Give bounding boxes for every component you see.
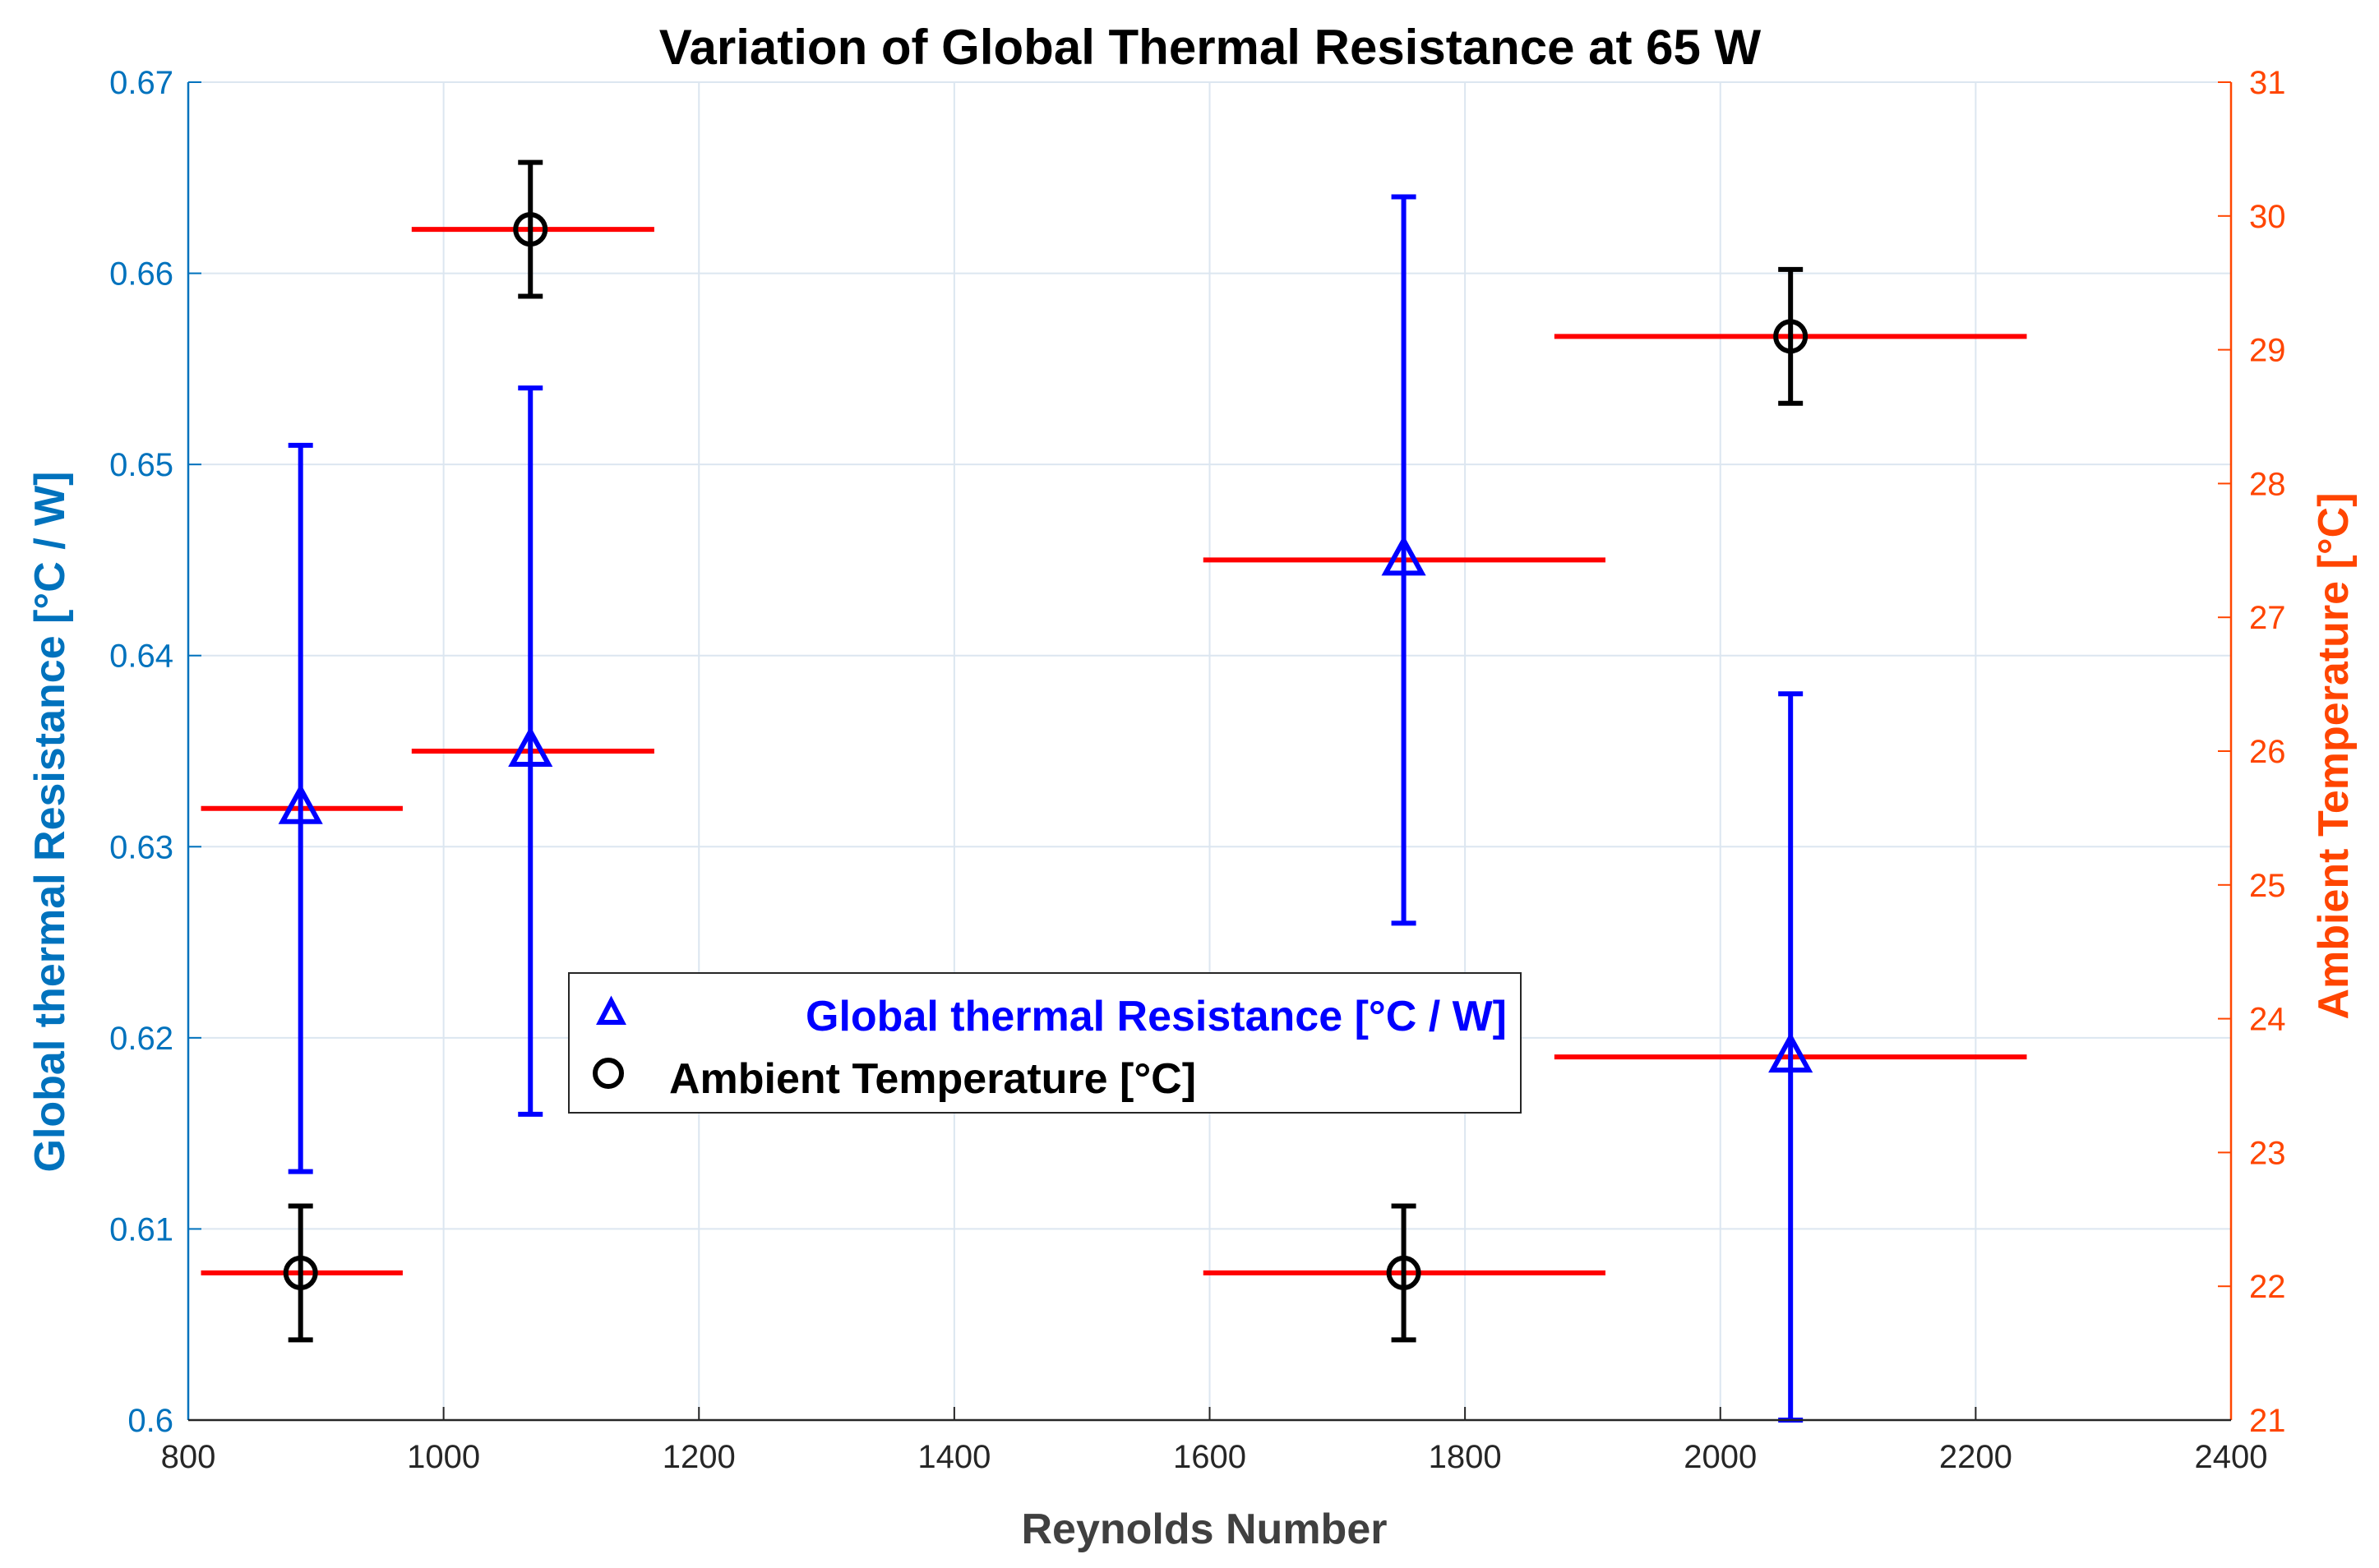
y-right-tick-label: 23	[2249, 1135, 2286, 1171]
x-tick-label: 1800	[1429, 1439, 1502, 1475]
data-markers	[278, 212, 1813, 1290]
temperature-point	[1773, 319, 1809, 354]
y-right-tick-label: 30	[2249, 199, 2286, 235]
temperature-point	[513, 212, 548, 247]
temperature-point	[1386, 1255, 1421, 1290]
axes	[187, 81, 2233, 1422]
x-tick-label: 1200	[663, 1439, 736, 1475]
y-right-tick-label: 21	[2249, 1403, 2286, 1439]
x-tick-label: 2000	[1684, 1439, 1757, 1475]
y-right-tick-label: 26	[2249, 734, 2286, 770]
legend-box	[568, 972, 1522, 1114]
y-right-tick-label: 24	[2249, 1002, 2286, 1038]
y-left-tick-label: 0.66	[109, 256, 173, 293]
x-tick-label: 1000	[407, 1439, 480, 1475]
y-right-tick-label: 31	[2249, 65, 2286, 101]
y-error-bars	[288, 159, 1804, 1423]
y-left-tick-label: 0.63	[109, 829, 173, 865]
resistance-point	[278, 783, 323, 824]
x-tick-label: 1600	[1173, 1439, 1246, 1475]
y-axis-right-label: Ambient Temperature [°C]	[2310, 492, 2358, 1019]
y-right-tick-label: 29	[2249, 333, 2286, 369]
y-left-tick-label: 0.62	[109, 1021, 173, 1057]
chart-title: Variation of Global Thermal Resistance a…	[659, 20, 1762, 75]
x-tick-label: 2200	[1939, 1439, 2012, 1475]
y-left-tick-label: 0.67	[109, 65, 173, 101]
resistance-point	[508, 726, 553, 767]
y-left-tick-label: 0.65	[109, 447, 173, 483]
resistance-point	[1381, 535, 1426, 576]
y-left-tick-label: 0.64	[109, 639, 173, 675]
resistance-point	[1768, 1031, 1813, 1073]
y-right-tick-label: 27	[2249, 600, 2286, 636]
legend: Global thermal Resistance [°C / W] Ambie…	[568, 972, 1522, 1114]
legend-resistance-label: Global thermal Resistance [°C / W]	[806, 993, 1507, 1040]
legend-circle-marker	[593, 1058, 624, 1089]
legend-temperature-label: Ambient Temperature [°C]	[669, 1055, 1196, 1103]
legend-triangle-marker	[596, 995, 626, 1025]
y-right-tick-label: 22	[2249, 1269, 2286, 1305]
x-tick-label: 800	[161, 1439, 216, 1475]
x-tick-label: 2400	[2195, 1439, 2268, 1475]
y-left-tick-label: 0.61	[109, 1211, 173, 1247]
tick-labels: 800 1000 1200 1400 1600 1800 2000 2200 2400 0.6 0.…	[109, 65, 2285, 1475]
x-tick-label: 1400	[917, 1439, 991, 1475]
y-right-tick-label: 28	[2249, 466, 2286, 502]
temperature-point	[283, 1255, 318, 1290]
y-axis-left-label: Global thermal Resistance [°C / W]	[26, 472, 74, 1173]
x-axis-label: Reynolds Number	[1022, 1506, 1388, 1553]
y-left-tick-label: 0.6	[127, 1403, 173, 1439]
y-right-tick-label: 25	[2249, 868, 2286, 904]
